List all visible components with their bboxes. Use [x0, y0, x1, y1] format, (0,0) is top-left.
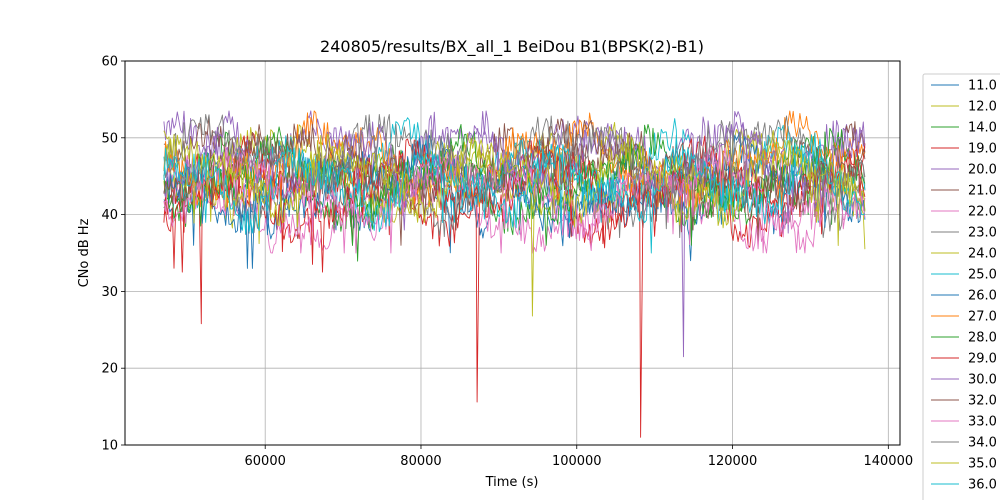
legend-entry-label: 30.0 [968, 373, 997, 388]
x-axis-label: Time (s) [485, 475, 539, 490]
legend-entry-label: 33.0 [968, 415, 997, 430]
legend-entry-label: 36.0 [968, 478, 997, 493]
legend-entry-label: 35.0 [968, 457, 997, 472]
legend-entry-label: 28.0 [968, 331, 997, 346]
y-axis-label: CNo dB Hz [77, 218, 92, 287]
legend-entry-label: 21.0 [968, 184, 997, 199]
y-tick-label: 60 [101, 55, 118, 70]
series-line-33-0 [163, 142, 866, 254]
x-tick-label: 120000 [708, 454, 758, 469]
plot-frame [124, 60, 901, 446]
series-line-27-0 [163, 110, 866, 208]
legend-entry-label: 26.0 [968, 289, 997, 304]
series-line-21-0 [163, 114, 866, 246]
plot-series [163, 110, 866, 438]
chart-title: 240805/results/BX_all_1 BeiDou B1(BPSK(2… [320, 37, 704, 57]
x-tick-label: 100000 [552, 454, 602, 469]
legend-entry-label: 22.0 [968, 205, 997, 220]
series-line-22-0 [163, 154, 866, 254]
legend-entry-label: 12.0 [968, 100, 997, 115]
y-tick-label: 40 [101, 208, 118, 223]
series-line-28-0 [163, 123, 866, 246]
series-line-34-0 [163, 113, 866, 230]
legend-entry-label: 29.0 [968, 352, 997, 367]
legend-entry-label: 20.0 [968, 163, 997, 178]
legend-entry-label: 27.0 [968, 310, 997, 325]
y-tick-label: 30 [101, 285, 118, 300]
series-line-35-0 [163, 130, 866, 317]
legend-entry-label: 24.0 [968, 247, 997, 262]
legend: 11.0 12.0 14.0 19.0 20.0 21.0 22.0 23.0 24.0 25.0… [922, 73, 1000, 500]
y-tick-label: 50 [101, 131, 118, 146]
legend-entry-label: 34.0 [968, 436, 997, 451]
x-tick-label: 80000 [400, 454, 441, 469]
legend-entry-label: 23.0 [968, 226, 997, 241]
legend-entry-label: 19.0 [968, 142, 997, 157]
legend-box [922, 73, 1000, 500]
y-tick-label: 10 [101, 439, 118, 454]
axis-ticks: 60000 80000 100000 120000 140000 10 20 30 40 50 60 [101, 55, 913, 470]
y-tick-label: 20 [101, 362, 118, 377]
series-line-11-0 [163, 138, 788, 262]
x-tick-label: 140000 [863, 454, 913, 469]
legend-entry-label: 11.0 [968, 79, 997, 94]
legend-entry-label: 14.0 [968, 121, 997, 136]
legend-entry-label: 25.0 [968, 268, 997, 283]
x-tick-label: 60000 [245, 454, 286, 469]
series-line-36-0 [163, 132, 866, 254]
legend-entry-label: 32.0 [968, 394, 997, 409]
